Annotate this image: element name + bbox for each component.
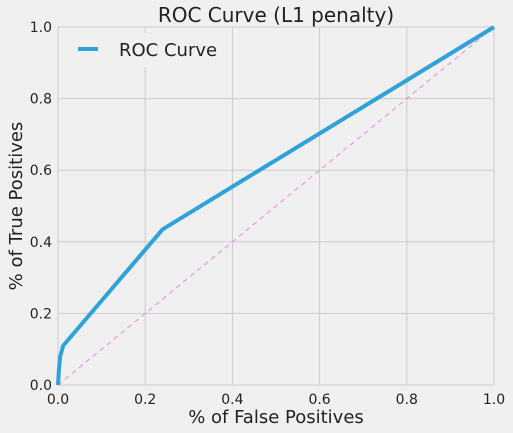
- x-tick-label: 0.0: [47, 392, 69, 408]
- y-tick-label: 0.4: [30, 235, 52, 251]
- legend-label-roc-curve: ROC Curve: [119, 40, 217, 61]
- y-tick-labels: 0.0 0.2 0.4 0.6 0.8 1.0: [30, 20, 52, 394]
- x-tick-label: 1.0: [483, 392, 505, 408]
- y-tick-label: 0.6: [30, 163, 52, 179]
- chart-title: ROC Curve (L1 penalty): [158, 3, 394, 27]
- x-tick-label: 0.6: [308, 392, 330, 408]
- x-tick-labels: 0.0 0.2 0.4 0.6 0.8 1.0: [47, 392, 505, 408]
- legend: ROC Curve: [64, 33, 224, 67]
- x-tick-label: 0.8: [396, 392, 418, 408]
- x-tick-label: 0.2: [134, 392, 156, 408]
- x-tick-label: 0.4: [221, 392, 243, 408]
- x-axis-label: % of False Positives: [188, 407, 364, 428]
- y-tick-label: 0.2: [30, 306, 52, 322]
- y-axis-label: % of True Positives: [6, 122, 27, 291]
- y-tick-label: 0.0: [30, 378, 52, 394]
- y-tick-label: 0.8: [30, 92, 52, 108]
- y-tick-label: 1.0: [30, 20, 52, 36]
